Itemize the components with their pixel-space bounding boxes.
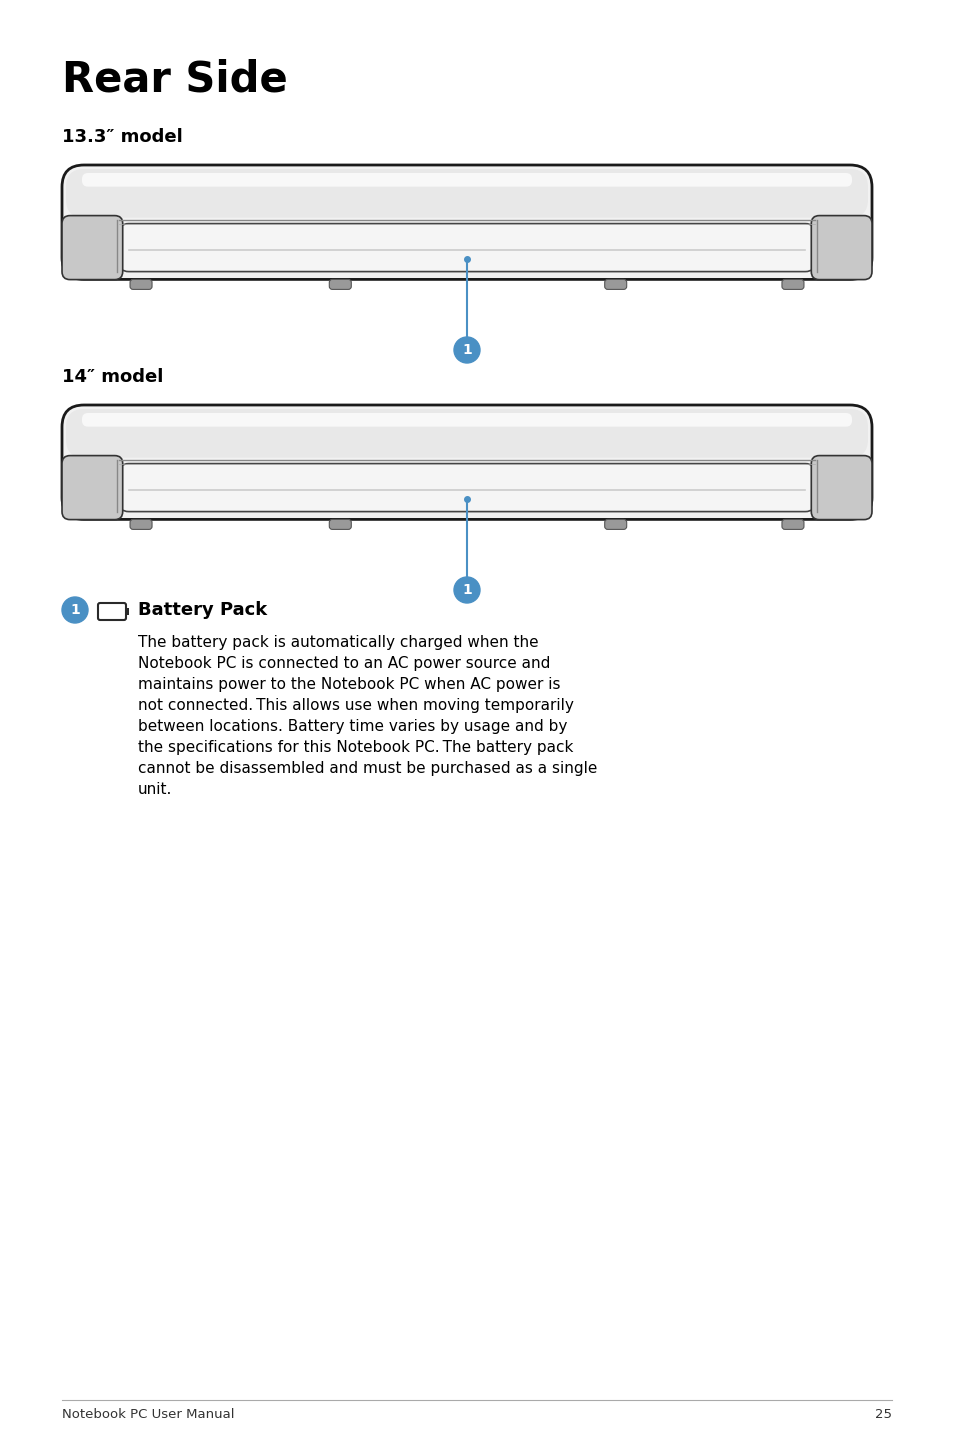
- Circle shape: [454, 336, 479, 362]
- Text: not connected. This allows use when moving temporarily: not connected. This allows use when movi…: [138, 697, 574, 713]
- FancyBboxPatch shape: [82, 413, 851, 427]
- Text: between locations. Battery time varies by usage and by: between locations. Battery time varies b…: [138, 719, 567, 733]
- FancyBboxPatch shape: [66, 170, 867, 217]
- Text: Notebook PC User Manual: Notebook PC User Manual: [62, 1408, 234, 1421]
- Text: 1: 1: [461, 582, 472, 597]
- FancyBboxPatch shape: [130, 519, 152, 529]
- Text: The battery pack is automatically charged when the: The battery pack is automatically charge…: [138, 636, 538, 650]
- Text: 13.3″ model: 13.3″ model: [62, 128, 183, 147]
- FancyBboxPatch shape: [66, 408, 867, 457]
- Text: the specifications for this Notebook PC. The battery pack: the specifications for this Notebook PC.…: [138, 741, 573, 755]
- Text: maintains power to the Notebook PC when AC power is: maintains power to the Notebook PC when …: [138, 677, 560, 692]
- Text: 1: 1: [461, 344, 472, 357]
- FancyBboxPatch shape: [62, 165, 871, 279]
- FancyBboxPatch shape: [810, 216, 871, 279]
- FancyBboxPatch shape: [62, 456, 123, 519]
- FancyBboxPatch shape: [604, 279, 626, 289]
- FancyBboxPatch shape: [781, 279, 803, 289]
- Circle shape: [62, 597, 88, 623]
- Circle shape: [454, 577, 479, 603]
- Bar: [126, 608, 129, 615]
- Text: 25: 25: [874, 1408, 891, 1421]
- Text: cannot be disassembled and must be purchased as a single: cannot be disassembled and must be purch…: [138, 761, 597, 777]
- Text: unit.: unit.: [138, 782, 172, 797]
- Text: 1: 1: [71, 603, 80, 617]
- FancyBboxPatch shape: [329, 279, 351, 289]
- FancyBboxPatch shape: [810, 456, 871, 519]
- FancyBboxPatch shape: [118, 223, 815, 272]
- FancyBboxPatch shape: [781, 519, 803, 529]
- FancyBboxPatch shape: [604, 519, 626, 529]
- FancyBboxPatch shape: [118, 463, 815, 512]
- FancyBboxPatch shape: [130, 279, 152, 289]
- FancyBboxPatch shape: [82, 173, 851, 187]
- Text: 14″ model: 14″ model: [62, 368, 163, 385]
- Text: Rear Side: Rear Side: [62, 58, 288, 101]
- FancyBboxPatch shape: [62, 216, 123, 279]
- Text: Notebook PC is connected to an AC power source and: Notebook PC is connected to an AC power …: [138, 656, 550, 672]
- FancyBboxPatch shape: [329, 519, 351, 529]
- FancyBboxPatch shape: [62, 406, 871, 519]
- Text: Battery Pack: Battery Pack: [138, 601, 267, 618]
